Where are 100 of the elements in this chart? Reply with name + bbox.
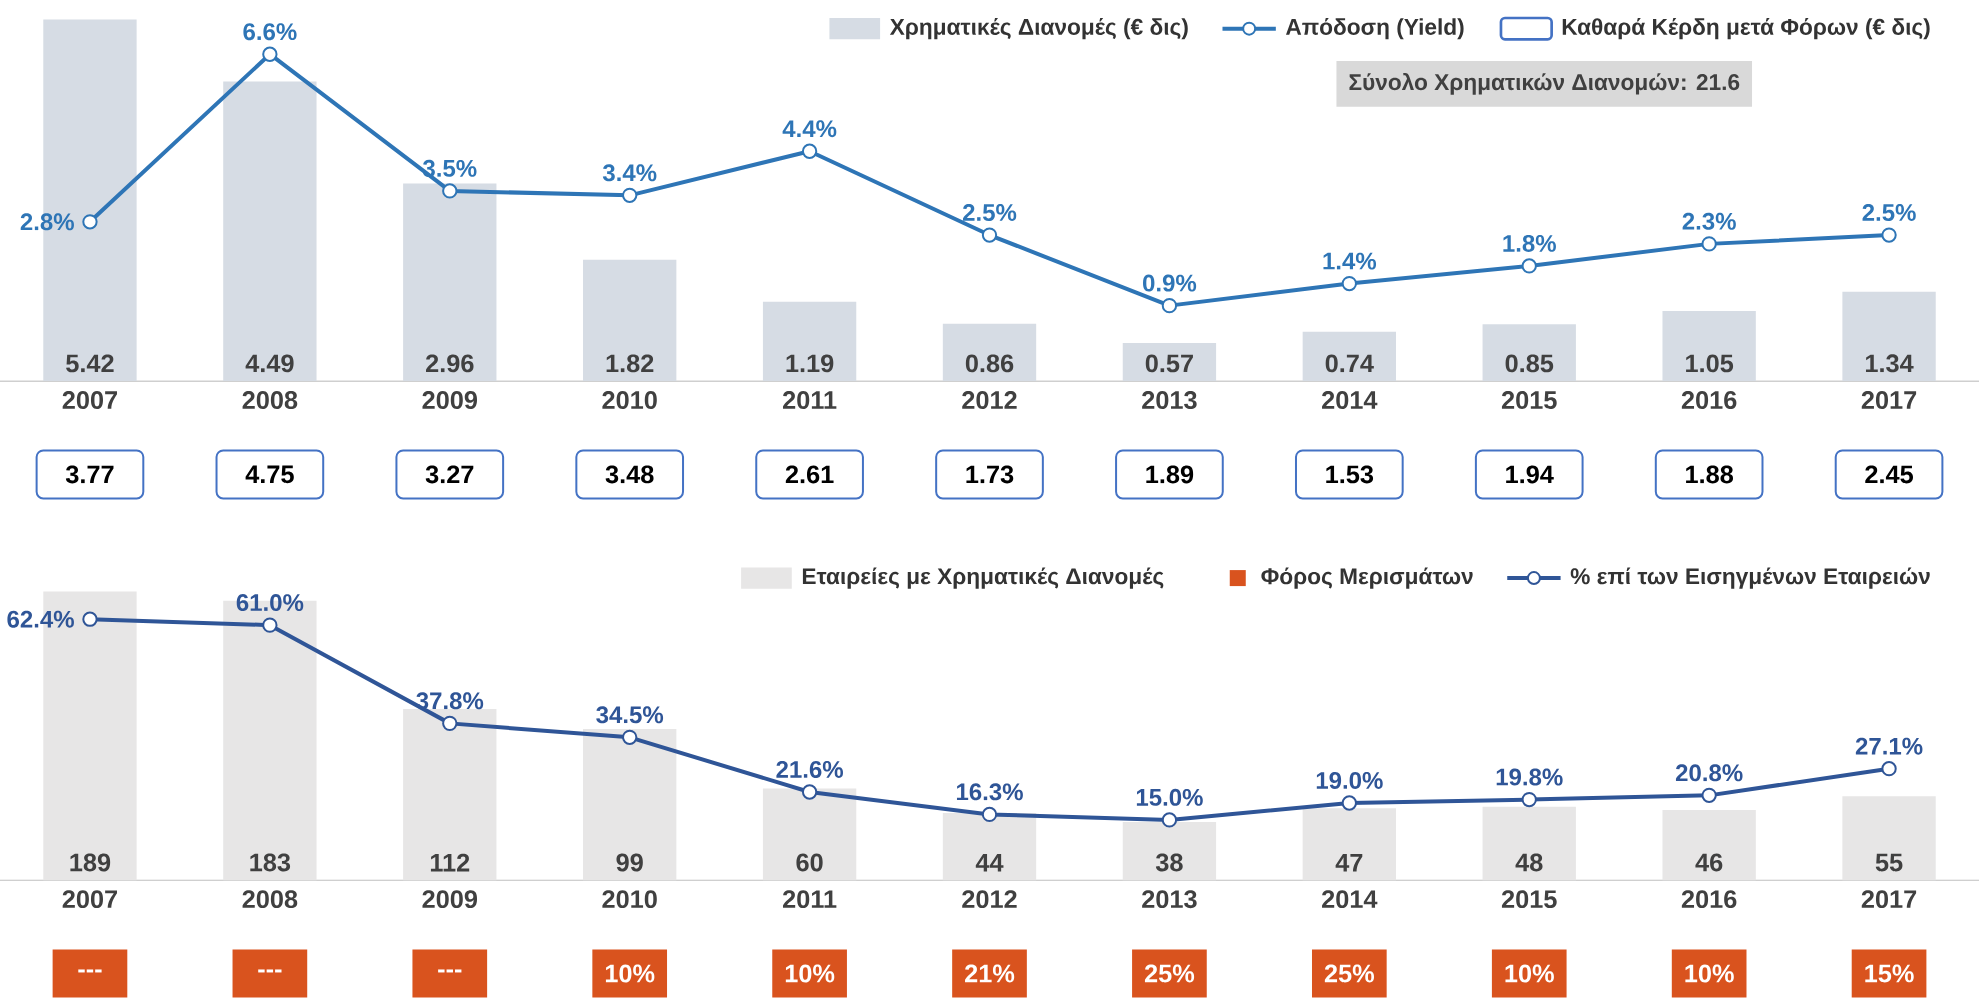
data-label: 55 [1875,853,1903,872]
legend-label: Καθαρά Κέρδη μετά Φόρων (€ δις) [1562,17,1930,40]
bar [1842,796,1936,881]
bar [403,183,497,381]
data-label: 20.8% [1675,764,1743,782]
data-label: 1.34 [1865,354,1914,373]
point [801,784,818,800]
legend-label: Εταιρείες με Χρηματικές Διανομές [802,567,1164,589]
data-label: 6.6% [243,23,297,41]
point [801,143,818,159]
data-label: 1.8% [1503,234,1556,252]
legend-label: Φόρος Μερισμάτων [1261,567,1473,589]
data-label: 2.5% [1862,203,1916,221]
text: 1.73 [966,465,1014,484]
data-label: 1.82 [606,354,654,373]
point [1341,275,1357,292]
point [82,214,98,230]
data-label: 38 [1155,853,1183,872]
annotation: Σύνολο Χρηματικών Διανομών: 21.6 [1349,72,1740,95]
point [1701,236,1717,252]
x-tick-label: 2014 [1322,391,1378,409]
x-tick-label: 2013 [1142,391,1197,409]
x-tick-label: 2010 [602,890,657,909]
text: 25% [1324,964,1374,983]
point [442,183,458,199]
bar [1662,809,1756,881]
data-label: 60 [796,853,823,872]
data-label: 44 [975,853,1004,872]
text: 1.89 [1146,465,1194,484]
text: 21% [965,964,1015,983]
text: --- [438,969,462,973]
text: 2.61 [785,465,834,484]
data-label: 15.0% [1136,788,1203,806]
data-label: 99 [616,853,643,872]
data-label: 2.3% [1682,212,1736,230]
data-label: 16.3% [956,783,1023,801]
data-label: 4.49 [245,354,294,373]
x-tick-label: 2011 [783,890,837,909]
bar [762,788,857,881]
x-tick-label: 2014 [1322,890,1378,909]
bar [1482,324,1576,381]
data-label: 1.05 [1686,354,1734,373]
x-tick-label: 2010 [602,391,657,409]
x-tick-label: 2007 [62,890,118,909]
point [981,806,998,822]
legend-label: % επί των Εισηγμένων Εταιρειών [1570,567,1930,589]
bar [403,709,497,881]
x-tick-label: 2015 [1501,890,1557,909]
x-tick-label: 2009 [422,391,478,409]
data-label: 0.9% [1143,274,1197,292]
text: --- [78,969,102,973]
data-label: 2.5% [962,203,1017,221]
text: 3.27 [425,465,474,484]
bar [583,728,677,881]
data-label: 5.42 [66,354,114,373]
x-tick-label: 2008 [242,391,298,409]
point [1701,787,1717,803]
point [442,715,458,731]
bar [1302,808,1396,881]
bar [1482,806,1576,881]
data-label: 19.0% [1316,771,1383,789]
data-label: 1.19 [786,354,834,373]
point [1521,258,1537,274]
legend-label: Απόδοση (Yield) [1286,17,1464,40]
data-label: 62.4% [7,610,74,628]
data-label: 61.0% [236,594,304,611]
data-label: 34.5% [596,706,664,724]
text: 3.48 [605,465,654,484]
x-tick-label: 2011 [783,391,837,409]
data-label: 112 [430,853,470,872]
legend-label: Χρηματικές Διανομές (€ δις) [889,17,1188,40]
x-tick-label: 2012 [962,391,1017,409]
text: 1.94 [1506,465,1554,484]
data-label: 27.1% [1855,737,1923,755]
point [1161,812,1178,828]
data-label: 46 [1695,853,1723,872]
x-tick-label: 2017 [1861,391,1917,409]
point [981,227,998,243]
point [1521,791,1537,808]
data-label: 2.8% [20,213,74,231]
text: 4.75 [245,465,294,484]
text: 3.77 [65,465,114,484]
point [622,187,638,203]
data-label: 1.4% [1323,252,1377,270]
data-label: 0.85 [1505,354,1554,373]
text: 10% [605,964,655,983]
bar [1122,342,1217,381]
text: --- [258,969,282,973]
data-label: 0.74 [1325,354,1374,373]
bar [942,323,1037,381]
bar [762,301,857,381]
text: 10% [1685,964,1734,983]
x-tick-label: 2008 [242,890,298,909]
point [262,46,278,62]
data-label: 189 [70,853,111,872]
text: 2.45 [1865,465,1913,484]
text: 1.53 [1326,465,1374,484]
data-label: 0.57 [1145,354,1193,373]
bar [583,259,677,381]
bar [1662,310,1756,381]
